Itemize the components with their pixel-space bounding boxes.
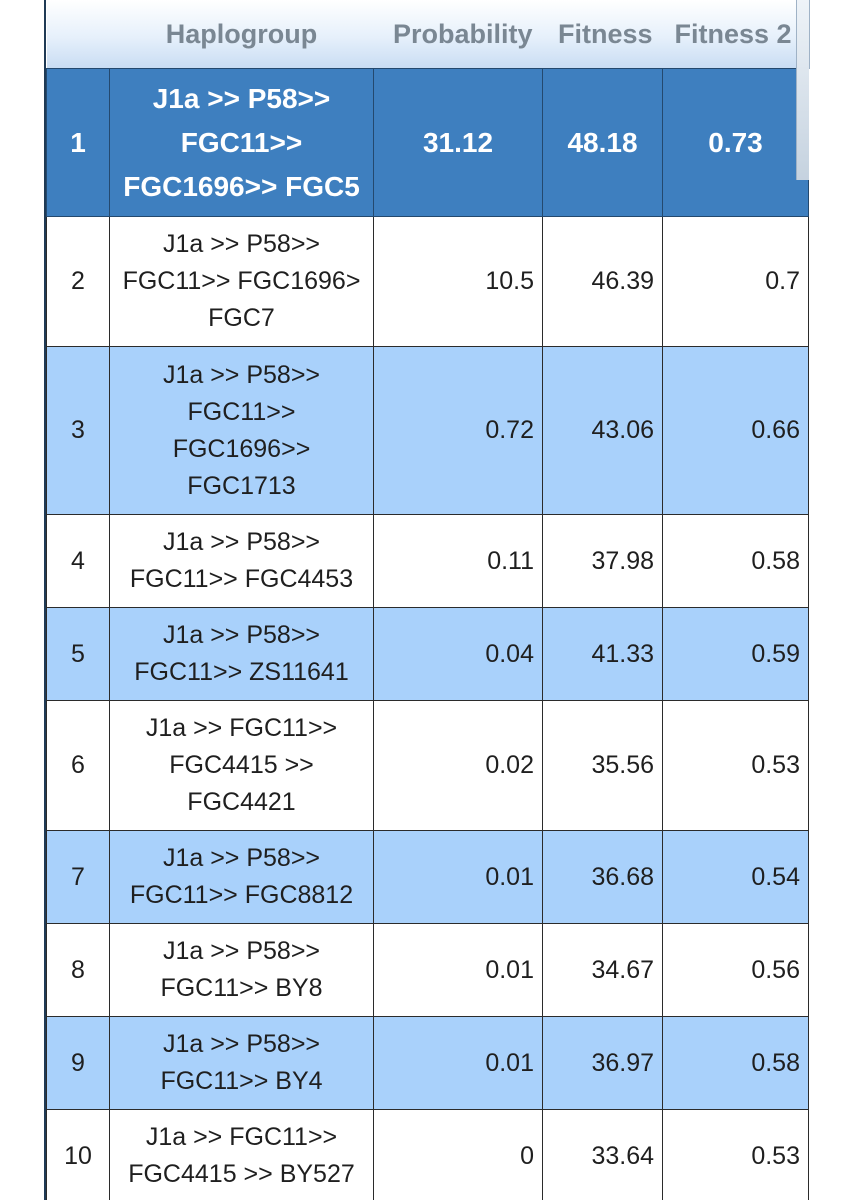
probability-cell: 0.72: [373, 346, 543, 515]
probability-cell: 0.04: [373, 607, 543, 701]
header-fitness[interactable]: Fitness: [542, 0, 663, 69]
probability-cell: 31.12: [373, 68, 543, 217]
fitness-2-cell: 0.56: [662, 923, 809, 1017]
haplogroup-cell: J1a >> P58>> FGC11>> BY4: [109, 1016, 374, 1110]
haplogroup-cell: J1a >> FGC11>> FGC4415 >> BY527: [109, 1109, 374, 1200]
fitness-cell: 48.18: [542, 68, 663, 217]
fitness-2-cell: 0.53: [662, 700, 809, 831]
haplogroup-line: FGC11>> ZS11641: [134, 658, 349, 686]
haplogroup-cell: J1a >> P58>> FGC11>> FGC1696>> FGC1713: [109, 346, 374, 515]
fitness-cell: 36.68: [542, 830, 663, 924]
fitness-2-cell: 0.54: [662, 830, 809, 924]
haplogroup-cell: J1a >> P58>> FGC11>> FGC8812: [109, 830, 374, 924]
probability-cell: 10.5: [373, 216, 543, 347]
rank-cell: 5: [46, 607, 110, 701]
haplogroup-line: FGC4415 >>: [169, 751, 314, 779]
haplogroup-line: FGC11>> BY8: [160, 974, 323, 1002]
rank-cell: 9: [46, 1016, 110, 1110]
table-row[interactable]: 8 J1a >> P58>> FGC11>> BY8 0.01 34.67 0.56: [46, 923, 809, 1017]
haplogroup-line: J1a >> P58>>: [162, 937, 321, 965]
haplogroup-line: J1a >> FGC11>>: [145, 1123, 338, 1151]
fitness-2-cell: 0.53: [662, 1109, 809, 1200]
haplogroup-cell: J1a >> P58>> FGC11>> FGC1696> FGC7: [109, 216, 374, 347]
haplogroup-line: J1a >> P58>>: [162, 621, 321, 649]
rank-cell: 2: [46, 216, 110, 347]
haplogroup-line: J1a >> P58>>: [162, 1030, 321, 1058]
rank-cell: 6: [46, 700, 110, 831]
fitness-2-cell: 0.73: [662, 68, 809, 217]
haplogroup-cell: J1a >> P58>> FGC11>> ZS11641: [109, 607, 374, 701]
probability-cell: 0.01: [373, 923, 543, 1017]
table-row[interactable]: 5 J1a >> P58>> FGC11>> ZS11641 0.04 41.33 0.5…: [46, 607, 809, 701]
fitness-cell: 33.64: [542, 1109, 663, 1200]
fitness-2-cell: 0.7: [662, 216, 809, 347]
haplogroup-line: FGC4421: [187, 788, 296, 816]
table-row[interactable]: 7 J1a >> P58>> FGC11>> FGC8812 0.01 36.68 0.5…: [46, 830, 809, 924]
header-row: Haplogroup Probability Fitness Fitness 2: [46, 0, 810, 69]
probability-cell: 0.11: [373, 514, 543, 608]
haplogroup-line: FGC1713: [187, 471, 296, 500]
rank-cell: 8: [46, 923, 110, 1017]
fitness-cell: 36.97: [542, 1016, 663, 1110]
probability-cell: 0.01: [373, 830, 543, 924]
fitness-2-cell: 0.59: [662, 607, 809, 701]
table-row[interactable]: 3 J1a >> P58>> FGC11>> FGC1696>> FGC1713 0.72…: [46, 346, 809, 515]
haplogroup-cell: J1a >> FGC11>> FGC4415 >> FGC4421: [109, 700, 374, 831]
haplogroup-cell: J1a >> P58>> FGC11>> FGC1696>> FGC5: [109, 68, 374, 217]
fitness-cell: 41.33: [542, 607, 663, 701]
fitness-2-cell: 0.58: [662, 514, 809, 608]
table-row[interactable]: 1 J1a >> P58>> FGC11>> FGC1696>> FGC5 31.12 4…: [46, 68, 809, 217]
haplogroup-line: J1a >> P58>>: [152, 82, 331, 114]
header-fitness-2[interactable]: Fitness 2: [662, 0, 810, 69]
rank-cell: 7: [46, 830, 110, 924]
haplogroup-line: FGC11>> BY4: [160, 1067, 323, 1095]
haplogroup-line: FGC11>>: [187, 397, 296, 426]
haplogroup-table: Haplogroup Probability Fitness Fitness 2…: [46, 0, 810, 1200]
haplogroup-cell: J1a >> P58>> FGC11>> FGC4453: [109, 514, 374, 608]
table-row[interactable]: 4 J1a >> P58>> FGC11>> FGC4453 0.11 37.98 0.5…: [46, 514, 809, 608]
rank-cell: 1: [46, 68, 110, 217]
table-body: 1 J1a >> P58>> FGC11>> FGC1696>> FGC5 31.12 4…: [46, 68, 809, 1200]
haplogroup-line: FGC4415 >> BY527: [128, 1160, 355, 1188]
haplogroup-line: FGC7: [208, 304, 275, 332]
horizontal-scroll-indicator[interactable]: [796, 0, 809, 180]
haplogroup-line: FGC1696>>: [172, 434, 311, 463]
haplogroup-line: J1a >> FGC11>>: [145, 714, 338, 742]
haplogroup-line: J1a >> P58>>: [162, 230, 321, 258]
table-row[interactable]: 9 J1a >> P58>> FGC11>> BY4 0.01 36.97 0.58: [46, 1016, 809, 1110]
fitness-cell: 35.56: [542, 700, 663, 831]
haplogroup-line: FGC1696>> FGC5: [123, 170, 360, 202]
probability-cell: 0.02: [373, 700, 543, 831]
haplogroup-line: J1a >> P58>>: [162, 844, 321, 872]
header-haplogroup[interactable]: Haplogroup: [109, 0, 374, 69]
table-row[interactable]: 2 J1a >> P58>> FGC11>> FGC1696> FGC7 10.5 46.…: [46, 216, 809, 347]
haplogroup-line: FGC11>> FGC8812: [129, 881, 354, 909]
probability-cell: 0: [373, 1109, 543, 1200]
table-row[interactable]: 10 J1a >> FGC11>> FGC4415 >> BY527 0 33.64 0.…: [46, 1109, 809, 1200]
probability-cell: 0.01: [373, 1016, 543, 1110]
table-header: Haplogroup Probability Fitness Fitness 2: [46, 0, 810, 69]
table-row[interactable]: 6 J1a >> FGC11>> FGC4415 >> FGC4421 0.02 35.5…: [46, 700, 809, 831]
fitness-cell: 46.39: [542, 216, 663, 347]
header-probability[interactable]: Probability: [373, 0, 543, 69]
fitness-2-cell: 0.66: [662, 346, 809, 515]
haplogroup-cell: J1a >> P58>> FGC11>> BY8: [109, 923, 374, 1017]
haplogroup-line: FGC11>>: [180, 126, 303, 158]
fitness-cell: 43.06: [542, 346, 663, 515]
fitness-cell: 37.98: [542, 514, 663, 608]
fitness-2-cell: 0.58: [662, 1016, 809, 1110]
header-rank[interactable]: [46, 0, 110, 69]
haplogroup-line: FGC11>> FGC4453: [129, 565, 354, 593]
rank-cell: 4: [46, 514, 110, 608]
haplogroup-line: FGC11>> FGC1696>: [122, 267, 361, 295]
haplogroup-line: J1a >> P58>>: [162, 360, 321, 389]
fitness-cell: 34.67: [542, 923, 663, 1017]
rank-cell: 3: [46, 346, 110, 515]
results-table-container: Haplogroup Probability Fitness Fitness 2…: [44, 0, 810, 1200]
rank-cell: 10: [46, 1109, 110, 1200]
haplogroup-line: J1a >> P58>>: [162, 528, 321, 556]
